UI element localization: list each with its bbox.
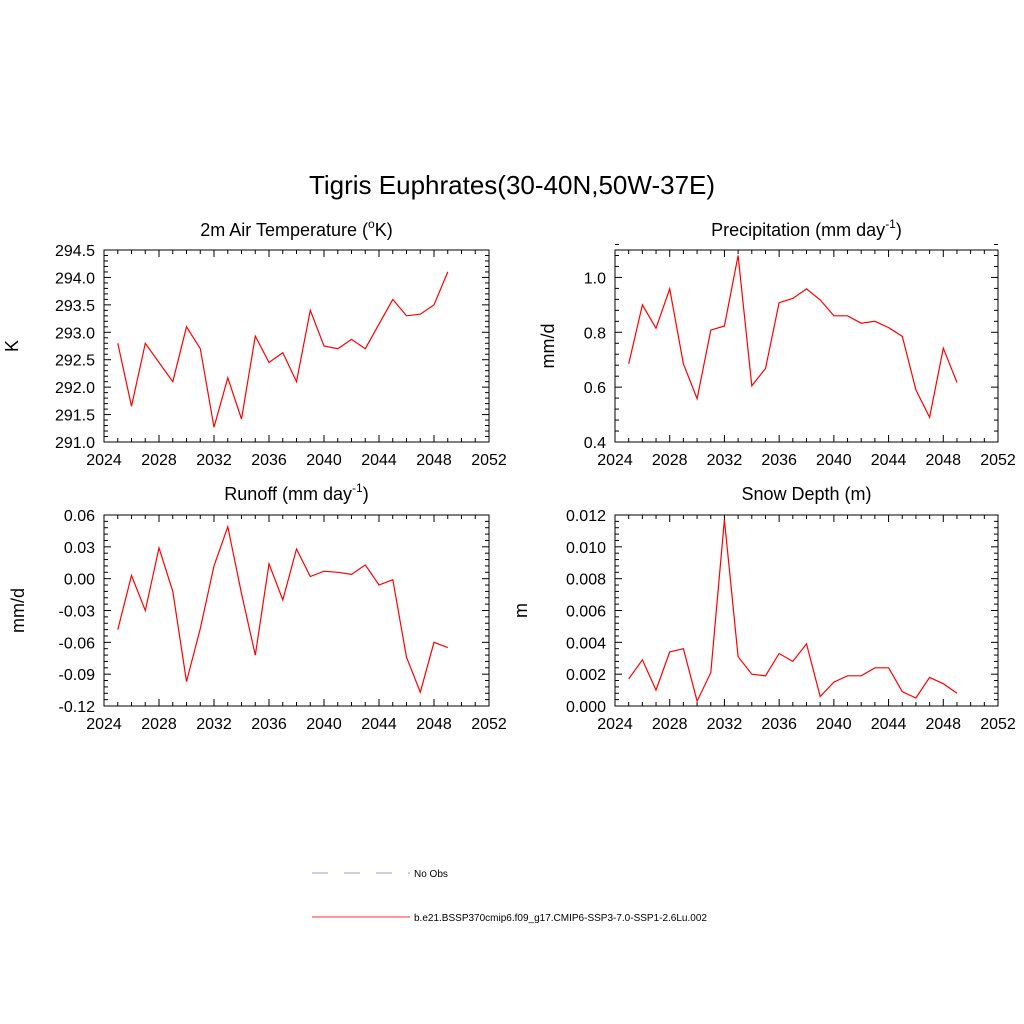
y-tick-label: 292.5 bbox=[55, 353, 95, 370]
chart-panel-3: Runoff (mm day-1) mm/d 2024 2028 2032 2036 204… bbox=[8, 481, 507, 733]
plot-frame bbox=[614, 249, 999, 443]
panel-title-end: ) bbox=[363, 484, 369, 504]
y-axis-label: mm/d bbox=[538, 324, 558, 369]
x-tick-label: 2052 bbox=[471, 452, 507, 469]
panel-title-superscript: -1 bbox=[352, 481, 363, 495]
y-tick-label: 0.03 bbox=[64, 540, 95, 557]
x-tick-label: 2048 bbox=[925, 452, 961, 469]
series-line bbox=[117, 271, 449, 428]
panel-title: Precipitation (mm day-1) bbox=[711, 217, 902, 240]
y-tick-label: 0.6 bbox=[584, 380, 606, 397]
x-tick-label: 2024 bbox=[597, 452, 633, 469]
panel-title: 2m Air Temperature (oK) bbox=[200, 217, 392, 240]
x-tick-label: 2028 bbox=[652, 452, 688, 469]
legend-label-2: b.e21.BSSP370cmip6.f09_g17.CMIP6-SSP3-7.… bbox=[414, 913, 707, 924]
y-tick-label: 0.006 bbox=[566, 604, 606, 621]
y-tick-label: 292.0 bbox=[55, 380, 95, 397]
x-tick-label: 2040 bbox=[816, 452, 852, 469]
y-tick-label: 0.004 bbox=[566, 635, 606, 652]
x-tick-label: 2040 bbox=[306, 452, 342, 469]
x-tick-label: 2024 bbox=[597, 716, 633, 733]
chart-panel-4: Snow Depth (m) m 2024 2028 2032 2036 2040 2044 2… bbox=[511, 484, 1016, 733]
x-tick-label: 2048 bbox=[416, 716, 452, 733]
x-tick-label: 2052 bbox=[471, 716, 507, 733]
x-tick-label: 2040 bbox=[816, 716, 852, 733]
chart-panel-2: Precipitation (mm day-1) mm/d 2024 2028 2032… bbox=[538, 217, 1016, 469]
panel-title: Snow Depth (m) bbox=[741, 484, 871, 504]
plot-frame bbox=[103, 249, 490, 443]
plot-frame bbox=[614, 514, 999, 707]
y-tick-label: 291.5 bbox=[55, 408, 95, 425]
x-tick-label: 2044 bbox=[871, 452, 907, 469]
x-tick-label: 2048 bbox=[925, 716, 961, 733]
x-tick-label: 2028 bbox=[141, 716, 177, 733]
series-line bbox=[117, 524, 449, 695]
y-tick-label: 1.0 bbox=[584, 270, 606, 287]
x-tick-label: 2028 bbox=[141, 452, 177, 469]
y-tick-label: 0.010 bbox=[566, 540, 606, 557]
y-axis-label: m bbox=[511, 603, 531, 618]
y-tick-label: 0.012 bbox=[566, 508, 606, 525]
chart-panel-1: 2m Air Temperature (oK) K 2024 2028 2032 2036… bbox=[2, 217, 507, 469]
panel-title-text: Snow Depth (m) bbox=[741, 484, 871, 504]
panel-title-superscript: o bbox=[368, 217, 375, 231]
y-tick-label: 0.002 bbox=[566, 667, 606, 684]
y-tick-label: 294.0 bbox=[55, 270, 95, 287]
panel-title-superscript: -1 bbox=[885, 217, 896, 231]
x-tick-label: 2044 bbox=[871, 716, 907, 733]
panel-title: Runoff (mm day-1) bbox=[224, 481, 368, 504]
y-tick-label: 0.4 bbox=[584, 435, 606, 452]
series-line bbox=[628, 255, 958, 420]
x-tick-label: 2024 bbox=[86, 452, 122, 469]
y-tick-label: 0.06 bbox=[64, 508, 95, 525]
legend: No Obs b.e21.BSSP370cmip6.f09_g17.CMIP6-S… bbox=[312, 869, 707, 924]
x-tick-label: 2052 bbox=[980, 452, 1016, 469]
x-tick-label: 2048 bbox=[416, 452, 452, 469]
x-tick-label: 2032 bbox=[707, 452, 743, 469]
x-tick-label: 2036 bbox=[761, 452, 797, 469]
x-tick-label: 2036 bbox=[251, 716, 287, 733]
panel-title-text: Runoff (mm day bbox=[224, 484, 352, 504]
y-tick-label: -0.12 bbox=[59, 699, 96, 716]
panel-title-end: K) bbox=[375, 220, 393, 240]
panel-title-text: Precipitation (mm day bbox=[711, 220, 885, 240]
y-tick-label: 0.008 bbox=[566, 572, 606, 589]
y-tick-label: 294.5 bbox=[55, 243, 95, 260]
y-tick-label: -0.03 bbox=[59, 604, 96, 621]
legend-label-1: No Obs bbox=[414, 869, 448, 880]
panel-title-text: 2m Air Temperature ( bbox=[200, 220, 368, 240]
y-axis-label: mm/d bbox=[8, 588, 28, 633]
y-tick-label: 293.5 bbox=[55, 298, 95, 315]
x-tick-label: 2044 bbox=[361, 716, 397, 733]
x-tick-label: 2032 bbox=[196, 716, 232, 733]
x-tick-label: 2024 bbox=[86, 716, 122, 733]
x-tick-label: 2036 bbox=[761, 716, 797, 733]
y-tick-label: -0.09 bbox=[59, 667, 96, 684]
y-tick-label: 0.8 bbox=[584, 325, 606, 342]
x-tick-label: 2028 bbox=[652, 716, 688, 733]
plot-frame bbox=[103, 514, 490, 707]
y-axis-label: K bbox=[2, 340, 22, 352]
x-tick-label: 2032 bbox=[196, 452, 232, 469]
series-line bbox=[628, 519, 958, 703]
y-tick-label: 293.0 bbox=[55, 325, 95, 342]
x-tick-label: 2036 bbox=[251, 452, 287, 469]
y-tick-label: 0.00 bbox=[64, 572, 95, 589]
x-tick-label: 2044 bbox=[361, 452, 397, 469]
y-tick-label: 0.000 bbox=[566, 699, 606, 716]
y-tick-label: -0.06 bbox=[59, 635, 96, 652]
y-tick-label: 291.0 bbox=[55, 435, 95, 452]
panel-title-end: ) bbox=[896, 220, 902, 240]
page-title: Tigris Euphrates(30-40N,50W-37E) bbox=[308, 170, 716, 200]
x-tick-label: 2040 bbox=[306, 716, 342, 733]
x-tick-label: 2052 bbox=[980, 716, 1016, 733]
x-tick-label: 2032 bbox=[707, 716, 743, 733]
